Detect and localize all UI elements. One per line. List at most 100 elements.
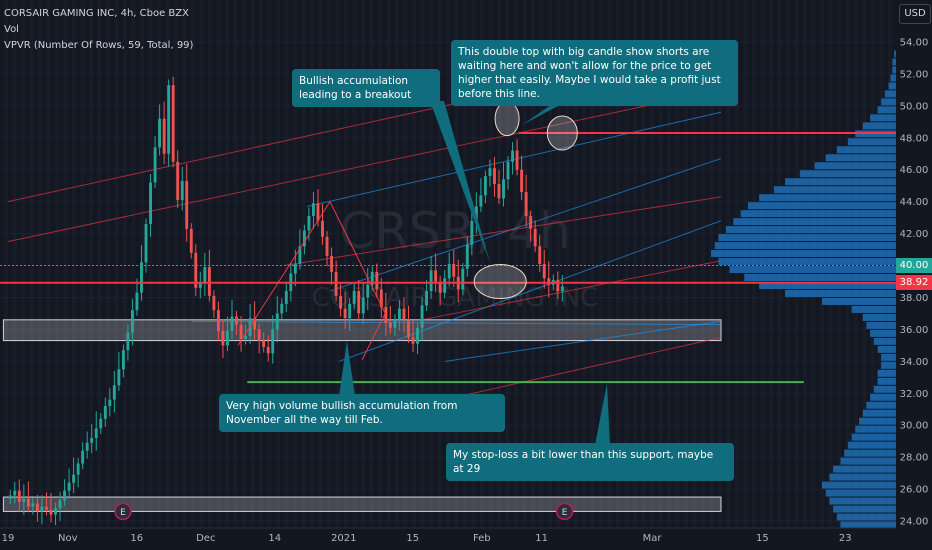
candle-body <box>140 262 143 293</box>
volume-profile-bar <box>888 82 896 90</box>
legend-title: CORSAIR GAMING INC, 4h, Cboe BZX <box>4 8 189 19</box>
candle-body <box>488 168 492 177</box>
grid-stripe <box>38 0 42 528</box>
grid-stripe <box>284 0 289 528</box>
candle-body <box>420 305 424 328</box>
price-tick-label: 32.00 <box>900 389 929 400</box>
time-axis-bg <box>0 528 932 550</box>
candle-body <box>307 216 311 231</box>
volume-profile-bar <box>714 242 896 250</box>
grid-stripe <box>514 0 518 528</box>
time-axis[interactable]: 19 Nov 16 Dec 14 2021 15 Feb 11 Mar 15 23 <box>0 527 932 550</box>
candle-body <box>447 263 451 279</box>
grid-stripe <box>4 0 8 528</box>
price-tick-label: 48.00 <box>900 133 929 144</box>
candle-body <box>284 291 288 304</box>
price-tick-label: 54.00 <box>900 38 929 49</box>
volume-profile-bar <box>892 58 896 66</box>
grid-stripe <box>191 0 195 528</box>
candle-body <box>411 337 415 344</box>
price-tick-label: 50.00 <box>900 101 929 112</box>
candle-body <box>230 316 234 331</box>
candle-body <box>198 283 202 288</box>
candle-body <box>334 271 338 296</box>
volume-profile-bar <box>822 297 896 305</box>
grid-stripe <box>97 0 102 528</box>
grid-stripe <box>301 0 306 528</box>
callout-stop-loss[interactable]: My stop-loss a bit lower than this suppo… <box>446 443 734 481</box>
volume-profile-bar <box>873 337 896 345</box>
volume-profile-bar <box>759 194 896 202</box>
currency-button[interactable]: USD <box>899 4 931 24</box>
callout-volume[interactable]: Very high volume bullish accumulation fr… <box>219 394 505 432</box>
candle-body <box>361 297 365 314</box>
candle-body <box>275 313 279 330</box>
base-zone <box>2 496 722 512</box>
trend-channels <box>7 44 722 401</box>
time-tick-label: Nov <box>58 533 78 544</box>
candle-body <box>153 147 157 183</box>
volume-profile-bar <box>799 170 896 178</box>
price-tick-label: 52.00 <box>900 69 929 80</box>
candle-body <box>312 203 315 217</box>
candle-body <box>117 369 121 386</box>
price-tick-label: 42.00 <box>900 229 929 240</box>
time-tick-label: 2021 <box>331 533 356 544</box>
candle-body <box>465 244 469 269</box>
grid-stripe <box>80 0 85 528</box>
candle-body <box>257 329 261 341</box>
grid-stripe <box>267 0 272 528</box>
grid-stripe <box>63 0 68 528</box>
grid-stripe <box>480 0 484 528</box>
grid-stripe <box>437 0 442 528</box>
candle-body <box>506 161 510 180</box>
volume-profile-bar <box>833 465 896 473</box>
volume-profile-bar <box>877 377 896 385</box>
time-tick-label: 23 <box>839 533 852 544</box>
volume-profile-bar <box>836 146 896 154</box>
candle-body <box>357 291 361 314</box>
candle-body <box>203 267 207 284</box>
channel-line <box>7 89 722 243</box>
volume-profile-bar <box>759 282 896 289</box>
candle-body <box>81 450 85 464</box>
time-tick-label: Dec <box>196 533 215 544</box>
grid-stripe <box>242 0 246 528</box>
highlight-ellipse <box>494 101 520 137</box>
callout-pointer <box>339 341 355 396</box>
callout-accumulation[interactable]: Bullish accumulation leading to a breako… <box>292 69 440 107</box>
candle-body <box>176 161 180 201</box>
grid-stripe <box>123 0 127 528</box>
grid-stripe <box>148 0 153 528</box>
grid-stripe <box>12 0 17 528</box>
candle-body <box>185 180 189 229</box>
candle-body <box>542 263 546 279</box>
time-tick-label: 19 <box>2 533 15 544</box>
candle-body <box>90 437 94 443</box>
candle-body <box>216 310 220 331</box>
candle-body <box>26 498 30 507</box>
candle-body <box>262 340 266 347</box>
grid-stripe <box>72 0 76 528</box>
grid-stripe <box>548 0 552 528</box>
candle-body <box>226 330 229 346</box>
candle-body <box>474 206 478 221</box>
grid-stripe <box>352 0 357 528</box>
volume-profile-bar <box>870 393 896 401</box>
candle-body <box>402 308 406 320</box>
callout-double-top[interactable]: This double top with big candle show sho… <box>451 40 738 106</box>
candle-body <box>366 284 370 298</box>
volume-profile-bar <box>870 329 896 337</box>
time-tick-label: 16 <box>130 533 143 544</box>
grid-stripe <box>420 0 425 528</box>
candle-body <box>293 263 297 274</box>
volume-profile-bar <box>733 218 896 226</box>
grid-stripe <box>208 0 212 528</box>
volume-profile-bar <box>729 266 896 274</box>
volume-profile-bar <box>877 345 896 353</box>
grid-stripe <box>233 0 238 528</box>
volume-profile-bar <box>829 473 896 481</box>
price-tick-label: 46.00 <box>900 165 929 176</box>
grid-stripe <box>361 0 365 528</box>
